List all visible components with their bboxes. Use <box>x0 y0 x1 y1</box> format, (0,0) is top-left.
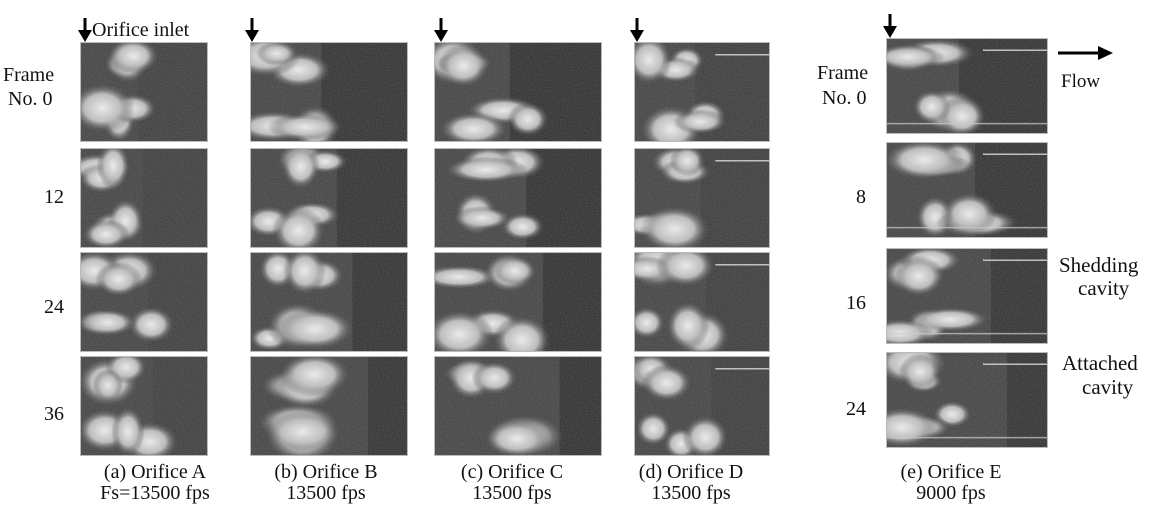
frame-word-left: Frame <box>3 64 55 86</box>
orifice-inlet-label: Orifice inlet <box>92 19 190 41</box>
attached-cavity-label: cavity <box>1082 375 1134 399</box>
cavitation-frame-image <box>250 148 408 248</box>
frame-no-right: No. 0 <box>822 87 867 109</box>
frame-no-left: No. 0 <box>8 88 53 110</box>
cavitation-frame-image <box>80 356 208 456</box>
inlet-arrow-icon <box>883 14 897 38</box>
cavitation-frame-image <box>80 148 208 248</box>
caption-rate: Fs=13500 fps <box>100 482 210 504</box>
caption-title: (d) Orifice D <box>638 461 744 483</box>
attached-cavity-label: Attached <box>1062 351 1138 375</box>
shedding-cavity-label: cavity <box>1078 276 1130 300</box>
cavitation-frame-image <box>634 42 770 142</box>
caption-rate: 13500 fps <box>286 482 366 504</box>
caption-title: (c) Orifice C <box>460 461 564 483</box>
cavitation-frame-image <box>886 142 1048 238</box>
flow-arrow-icon <box>1058 46 1113 60</box>
inlet-arrow-icon <box>434 18 448 42</box>
cavitation-frame-image <box>634 252 770 352</box>
cavitation-frame-image <box>634 356 770 456</box>
caption-title: (b) Orifice B <box>274 461 378 483</box>
caption-title: (e) Orifice E <box>900 461 1002 483</box>
cavitation-frame-image <box>434 148 602 248</box>
frame-12-label: 12 <box>44 186 64 208</box>
caption-e: (e) Orifice E 9000 fps <box>876 462 1026 504</box>
cavitation-frame-image <box>434 252 602 352</box>
cavitation-frame-image <box>250 42 408 142</box>
caption-c: (c) Orifice C 13500 fps <box>437 462 587 504</box>
caption-rate: 13500 fps <box>651 482 731 504</box>
frame-24-label-right: 24 <box>846 398 866 420</box>
caption-a: (a) Orifice A Fs=13500 fps <box>80 462 230 504</box>
frame-16-label: 16 <box>846 292 866 314</box>
flow-label: Flow <box>1061 71 1101 92</box>
cavitation-frame-image <box>250 252 408 352</box>
cavitation-frame-image <box>886 248 1048 344</box>
cavitation-frame-image <box>434 42 602 142</box>
cavitation-frame-image <box>634 148 770 248</box>
frame-word-right: Frame <box>817 62 869 84</box>
caption-d: (d) Orifice D 13500 fps <box>616 462 766 504</box>
caption-rate: 9000 fps <box>916 482 986 504</box>
inlet-arrow-icon <box>78 18 92 42</box>
inlet-arrow-icon <box>245 18 259 42</box>
cavitation-frame-image <box>886 352 1048 448</box>
cavitation-frame-image <box>250 356 408 456</box>
caption-b: (b) Orifice B 13500 fps <box>251 462 401 504</box>
cavitation-frame-image <box>434 356 602 456</box>
cavitation-frame-image <box>80 252 208 352</box>
caption-rate: 13500 fps <box>472 482 552 504</box>
inlet-arrow-icon <box>630 18 644 42</box>
frame-36-label: 36 <box>44 403 64 425</box>
frame-8-label: 8 <box>856 186 866 208</box>
frame-24-label: 24 <box>44 296 64 318</box>
shedding-cavity-label: Shedding <box>1059 253 1139 277</box>
caption-title: (a) Orifice A <box>103 461 207 483</box>
cavitation-frame-image <box>80 42 208 142</box>
cavitation-frame-image <box>886 38 1048 134</box>
